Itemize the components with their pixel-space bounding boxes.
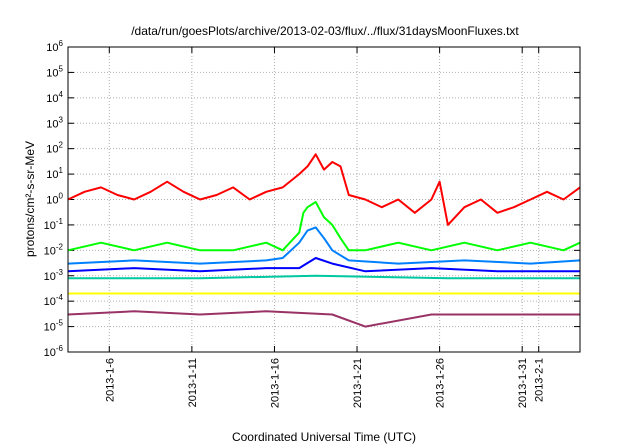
series-line-3 [67,226,581,265]
y-tick-label: 10-5 [44,319,64,334]
x-tick-label: 2013-1-16 [269,358,281,408]
series-line-5 [68,274,580,280]
chart-title: /data/run/goesPlots/archive/2013-02-03/f… [131,24,519,38]
y-tick-label: 104 [46,90,63,105]
y-tick-label: 10-2 [44,242,64,257]
series-line-2 [67,201,581,252]
x-tick-label: 2013-2-1 [534,358,546,402]
x-tick-label: 2013-1-26 [435,358,447,408]
y-tick-label: 101 [46,166,63,181]
x-axis-label: Coordinated Universal Time (UTC) [232,430,416,444]
y-tick-labels: 10-6 10-5 10-4 10-3 10-2 10-1 100 101 102 103 104 1… [44,39,64,359]
plot-frame [67,46,581,353]
series-line-7 [67,310,580,328]
y-tick-label: 10-4 [44,293,64,308]
y-tick-label: 103 [46,115,63,130]
x-tick-labels: 2013-1-6 2013-1-11 2013-1-16 2013-1-21 2013-… [104,358,545,408]
series-line-1 [67,153,581,226]
y-tick-label: 10-6 [44,344,64,359]
y-tick-label: 106 [46,39,63,54]
grid [68,46,580,353]
x-tick-label: 2013-1-21 [352,358,364,408]
y-axis-label: protons/cm²-s-sr-MeV [23,141,37,257]
y-tick-label: 105 [46,64,63,79]
y-tick-label: 10-1 [44,217,64,232]
x-tick-label: 2013-1-31 [517,358,529,408]
series-line-4 [67,257,580,273]
x-tick-label: 2013-1-6 [104,358,116,402]
x-tick-label: 2013-1-11 [187,358,199,407]
y-tick-label: 100 [46,192,63,207]
series-lines [67,153,581,328]
y-tick-label: 10-3 [44,268,64,283]
y-tick-label: 102 [46,141,63,156]
